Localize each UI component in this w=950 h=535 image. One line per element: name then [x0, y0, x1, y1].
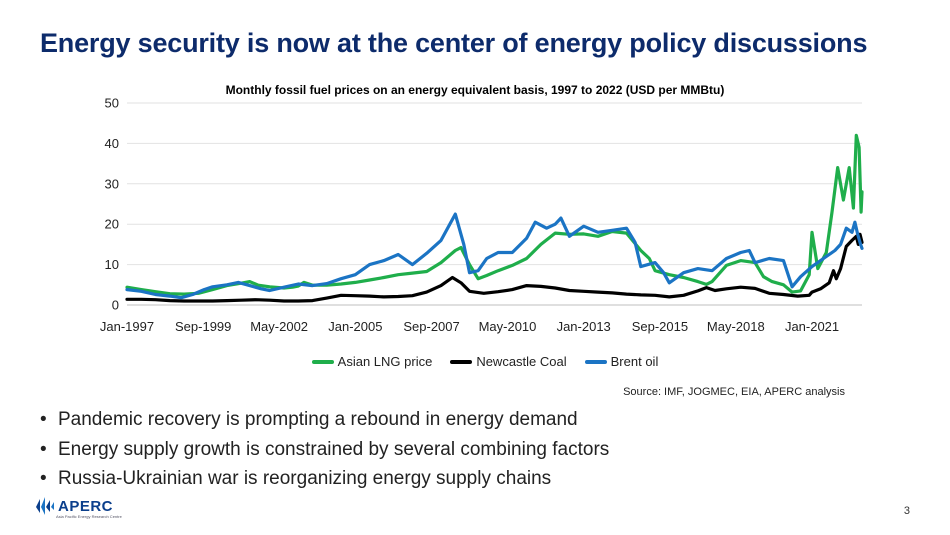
- series-line-lng: [125, 133, 864, 296]
- x-tick-label: May-2018: [707, 319, 765, 334]
- legend-label-lng: Asian LNG price: [337, 354, 433, 369]
- x-tick-label: Jan-1997: [100, 319, 154, 334]
- y-axis-ticks: 0 10 20 30 40 50: [105, 96, 119, 313]
- logo-subtitle: Asia Pacific Energy Research Centre: [56, 514, 122, 519]
- x-tick-label: May-2010: [479, 319, 537, 334]
- legend-item-brent: Brent oil: [584, 354, 659, 369]
- bullet-item: Pandemic recovery is prompting a rebound…: [40, 405, 609, 435]
- bullet-item: Energy supply growth is constrained by s…: [40, 435, 609, 465]
- x-tick-label: Jan-2013: [557, 319, 611, 334]
- y-tick-label: 40: [105, 136, 119, 151]
- bullet-item: Russia-Ukrainian war is reorganizing ene…: [40, 464, 609, 494]
- series-line-coal: [125, 232, 864, 303]
- x-tick-label: Jan-2005: [328, 319, 382, 334]
- legend-item-lng: Asian LNG price: [311, 354, 433, 369]
- legend-swatch-brent: [584, 359, 607, 364]
- source-note: Source: IMF, JOGMEC, EIA, APERC analysis: [623, 386, 845, 398]
- y-tick-label: 0: [112, 298, 119, 313]
- y-tick-label: 30: [105, 176, 119, 191]
- y-tick-label: 20: [105, 217, 119, 232]
- bullet-list: Pandemic recovery is prompting a rebound…: [40, 405, 609, 494]
- legend-swatch-coal: [450, 359, 473, 364]
- x-tick-label: May-2002: [250, 319, 308, 334]
- y-tick-label: 50: [105, 96, 119, 111]
- x-tick-label: Sep-1999: [175, 319, 231, 334]
- aperc-logo: APERC Asia Pacific Energy Research Centr…: [34, 495, 122, 519]
- y-tick-label: 10: [105, 257, 119, 272]
- series-line-brent: [125, 212, 864, 300]
- legend-label-coal: Newcastle Coal: [476, 354, 567, 369]
- chart-legend: Asian LNG price Newcastle Coal Brent oil: [0, 354, 950, 369]
- slide-title: Energy security is now at the center of …: [40, 28, 868, 58]
- page-number: 3: [903, 505, 910, 517]
- x-tick-label: Jan-2021: [785, 319, 839, 334]
- legend-swatch-lng: [311, 359, 334, 364]
- chart-title: Monthly fossil fuel prices on an energy …: [225, 83, 725, 97]
- legend-item-coal: Newcastle Coal: [450, 354, 567, 369]
- legend-label-brent: Brent oil: [610, 354, 659, 369]
- x-axis-ticks: Jan-1997 Sep-1999 May-2002 Jan-2005 Sep-2007…: [100, 319, 839, 334]
- x-tick-label: Sep-2007: [403, 319, 459, 334]
- logo-text: APERC: [58, 497, 114, 515]
- series-lines: [125, 133, 864, 303]
- aperc-logo-icon: [36, 497, 54, 515]
- x-tick-label: Sep-2015: [632, 319, 688, 334]
- gridlines: [127, 102, 862, 306]
